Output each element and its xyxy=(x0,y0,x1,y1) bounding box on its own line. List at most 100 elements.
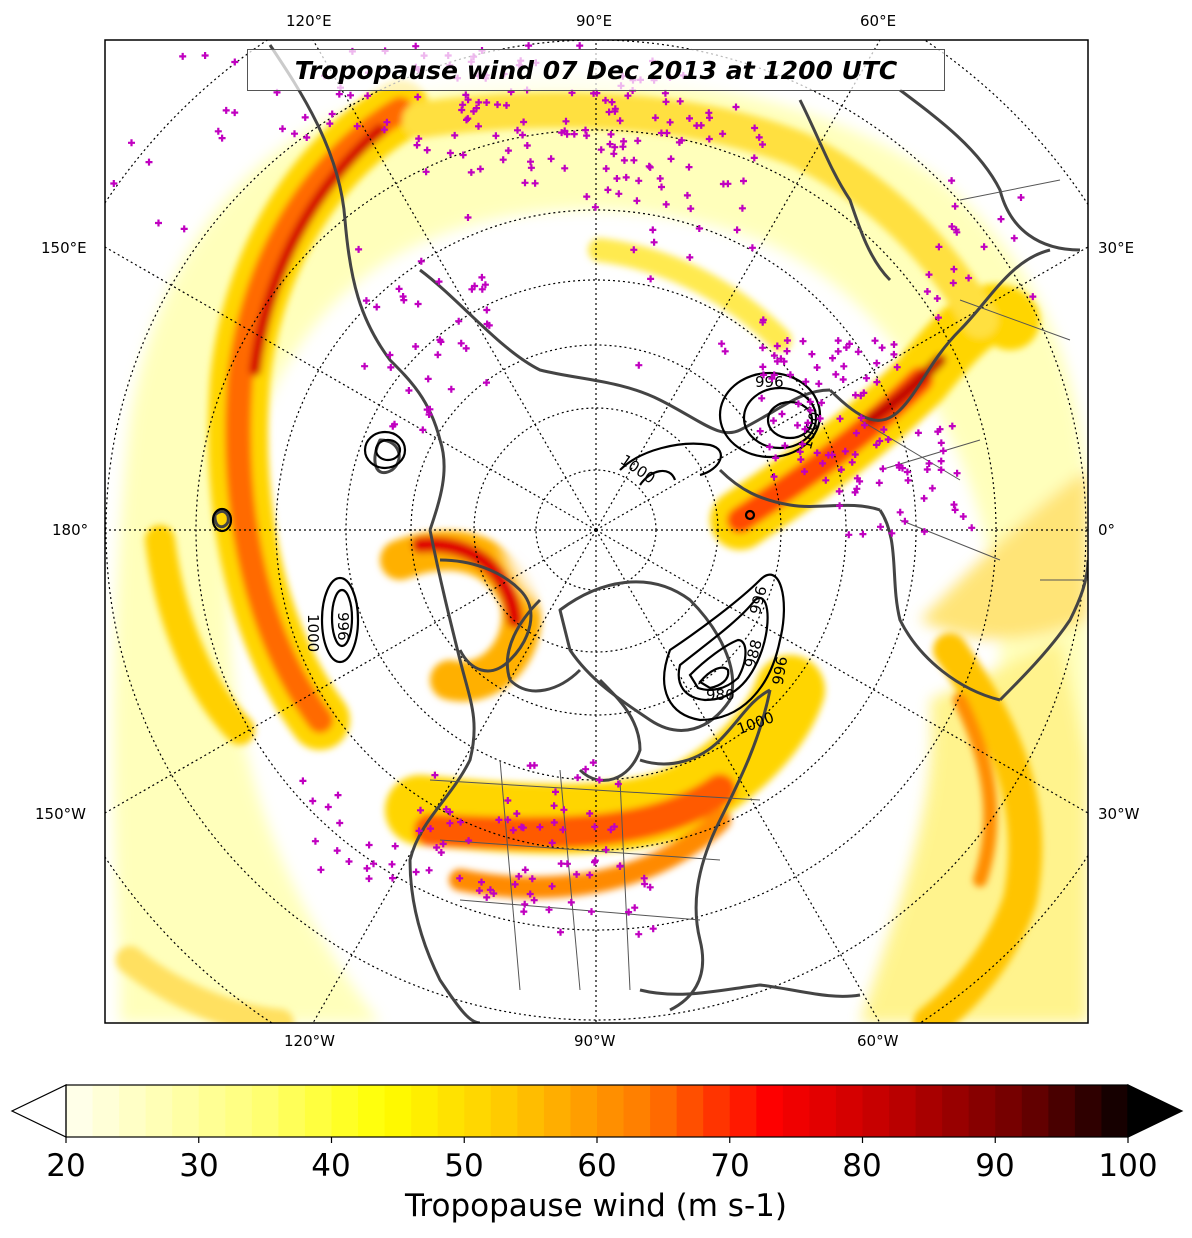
station-marker xyxy=(536,823,544,831)
station-marker xyxy=(414,93,422,101)
station-marker xyxy=(557,928,564,936)
station-marker xyxy=(279,125,286,133)
colorbar-swatch xyxy=(66,1085,94,1137)
station-marker xyxy=(399,293,407,300)
station-marker xyxy=(583,193,591,201)
colorbar-swatch xyxy=(623,1085,651,1137)
lon-label-top-60e: 60°E xyxy=(860,12,897,30)
station-marker xyxy=(412,868,420,876)
station-marker xyxy=(433,844,441,851)
colorbar xyxy=(10,1084,1184,1143)
station-marker xyxy=(646,883,654,891)
station-marker xyxy=(222,106,230,114)
station-marker xyxy=(591,203,599,211)
colorbar-swatch xyxy=(278,1085,306,1137)
station-marker xyxy=(920,494,928,502)
station-marker xyxy=(760,371,767,379)
station-marker xyxy=(756,427,764,435)
map-panel: 1000 996 1000 996 980 988 996 1000 996 1… xyxy=(105,40,1088,1023)
station-marker xyxy=(419,426,427,434)
station-marker xyxy=(309,797,317,805)
colorbar-swatch xyxy=(570,1085,598,1137)
station-marker xyxy=(475,122,482,130)
station-marker xyxy=(355,245,363,253)
station-marker xyxy=(797,456,805,463)
station-marker xyxy=(457,818,465,826)
station-marker xyxy=(389,422,397,430)
station-marker xyxy=(705,109,713,117)
station-marker xyxy=(806,398,814,406)
colorbar-swatch xyxy=(729,1085,757,1137)
station-marker xyxy=(834,347,842,355)
station-marker xyxy=(647,275,655,283)
colorbar-swatch xyxy=(968,1085,996,1137)
station-marker xyxy=(777,355,785,363)
station-marker xyxy=(1017,194,1025,201)
station-marker xyxy=(530,896,538,904)
station-marker xyxy=(835,487,843,495)
station-marker xyxy=(948,422,956,430)
station-marker xyxy=(968,524,976,532)
colorbar-tick-label: 100 xyxy=(1098,1148,1158,1184)
station-marker xyxy=(513,810,521,818)
station-marker xyxy=(640,874,648,882)
station-marker xyxy=(582,765,590,773)
station-marker xyxy=(863,374,870,382)
station-marker xyxy=(620,137,628,145)
station-marker xyxy=(405,387,413,394)
station-marker xyxy=(750,154,758,162)
station-marker xyxy=(317,866,325,874)
station-marker xyxy=(808,350,816,358)
station-marker xyxy=(645,162,653,170)
station-marker xyxy=(920,528,928,536)
pressure-contours xyxy=(211,371,822,722)
station-marker xyxy=(570,130,578,138)
station-marker xyxy=(567,898,575,906)
station-marker xyxy=(604,186,612,194)
station-marker xyxy=(548,839,556,847)
station-marker xyxy=(724,180,732,188)
colorbar-tick-label: 30 xyxy=(179,1148,219,1184)
station-marker xyxy=(526,890,534,898)
station-marker xyxy=(934,314,942,322)
station-marker xyxy=(675,138,683,146)
station-marker xyxy=(504,797,512,804)
station-marker xyxy=(687,205,695,213)
lon-label-left-180: 180° xyxy=(52,521,89,539)
station-marker xyxy=(607,826,615,834)
station-marker xyxy=(548,882,556,890)
station-marker xyxy=(353,122,361,130)
station-marker xyxy=(547,155,555,163)
station-marker xyxy=(934,428,942,436)
station-marker xyxy=(531,179,539,187)
station-marker xyxy=(395,285,403,293)
colorbar-swatch xyxy=(145,1085,173,1137)
colorbar-swatch xyxy=(543,1085,572,1137)
station-marker xyxy=(925,271,933,279)
station-marker xyxy=(481,281,489,289)
station-marker xyxy=(959,513,967,520)
station-marker xyxy=(473,104,480,112)
lon-label-right-30e: 30°E xyxy=(1098,239,1135,257)
lon-label-right-0: 0° xyxy=(1098,521,1116,539)
station-marker xyxy=(786,371,794,379)
station-marker xyxy=(852,429,860,437)
station-marker xyxy=(468,285,476,293)
station-marker xyxy=(615,190,623,198)
station-marker xyxy=(525,42,533,50)
station-marker xyxy=(558,129,566,137)
station-marker xyxy=(650,238,658,246)
station-marker xyxy=(326,120,334,128)
station-marker xyxy=(616,117,624,125)
station-marker xyxy=(436,336,444,344)
station-marker xyxy=(201,52,209,59)
colorbar-swatch xyxy=(915,1085,943,1137)
station-marker xyxy=(778,410,786,418)
station-marker xyxy=(446,819,454,827)
station-marker xyxy=(893,363,901,371)
station-marker xyxy=(483,306,491,314)
colorbar-extend-low xyxy=(10,1084,67,1138)
colorbar-tick-label: 20 xyxy=(46,1148,86,1184)
station-marker xyxy=(610,823,618,831)
